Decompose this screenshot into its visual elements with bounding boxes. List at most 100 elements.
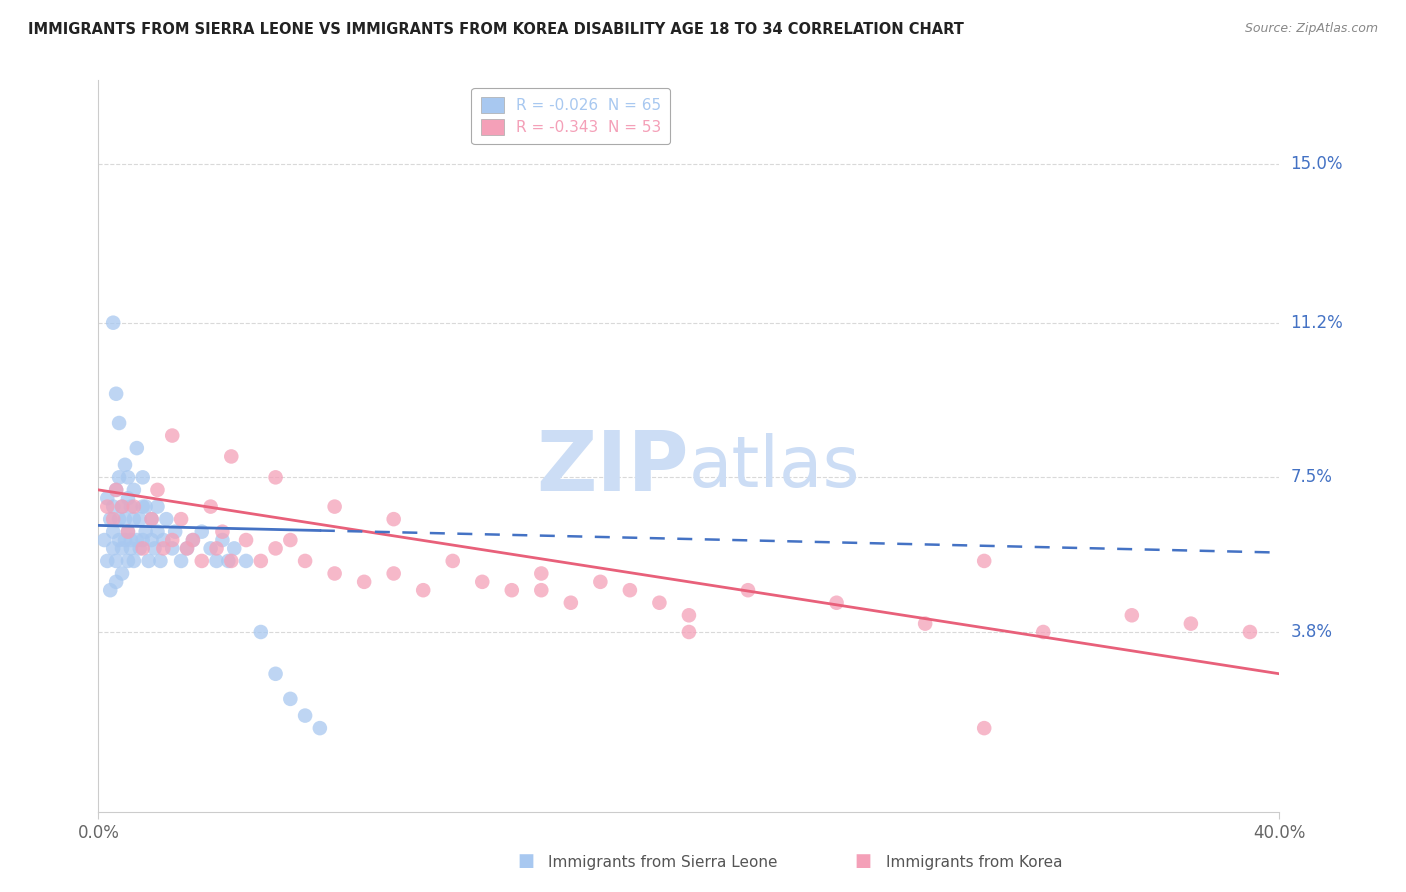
Point: [96, 554, 118, 568]
Point: [619, 583, 641, 598]
Text: IMMIGRANTS FROM SIERRA LEONE VS IMMIGRANTS FROM KOREA DISABILITY AGE 18 TO 34 CO: IMMIGRANTS FROM SIERRA LEONE VS IMMIGRAN…: [28, 22, 965, 37]
Text: atlas: atlas: [689, 434, 860, 502]
Point: [135, 500, 157, 514]
Point: [122, 554, 145, 568]
Point: [501, 583, 523, 598]
Point: [122, 512, 145, 526]
Point: [412, 583, 434, 598]
Point: [382, 566, 405, 581]
Point: [323, 566, 346, 581]
Point: [108, 512, 131, 526]
Point: [235, 554, 257, 568]
Point: [250, 625, 273, 640]
Point: [162, 428, 183, 442]
Point: [111, 500, 134, 514]
Point: [353, 574, 375, 589]
Point: [98, 512, 121, 526]
Point: [146, 524, 169, 539]
Point: [111, 500, 134, 514]
Point: [152, 541, 174, 556]
Point: [1180, 616, 1202, 631]
Point: [678, 625, 700, 640]
Point: [105, 483, 128, 497]
Point: [111, 566, 134, 581]
Point: [103, 500, 125, 514]
Point: [111, 541, 134, 556]
Point: [141, 533, 163, 547]
Text: ■: ■: [517, 852, 534, 870]
Point: [264, 470, 287, 484]
Point: [114, 512, 136, 526]
Point: [219, 450, 242, 464]
Point: [122, 500, 145, 514]
Point: [530, 566, 553, 581]
Point: [141, 512, 163, 526]
Point: [98, 583, 121, 598]
Point: [103, 316, 125, 330]
Text: ■: ■: [855, 852, 872, 870]
Point: [211, 533, 233, 547]
Point: [191, 554, 214, 568]
Point: [93, 533, 115, 547]
Point: [170, 512, 193, 526]
Point: [250, 554, 273, 568]
Point: [146, 483, 169, 497]
Point: [309, 721, 332, 735]
Point: [117, 524, 139, 539]
Point: [165, 524, 187, 539]
Point: [120, 500, 142, 514]
Point: [278, 691, 302, 706]
Legend: R = -0.026  N = 65, R = -0.343  N = 53: R = -0.026 N = 65, R = -0.343 N = 53: [471, 88, 671, 145]
Point: [382, 512, 405, 526]
Point: [117, 470, 139, 484]
Point: [143, 541, 166, 556]
Point: [181, 533, 204, 547]
Point: [108, 416, 131, 430]
Point: [973, 721, 995, 735]
Point: [138, 554, 160, 568]
Point: [114, 533, 136, 547]
Point: [205, 541, 228, 556]
Point: [1032, 625, 1054, 640]
Text: 15.0%: 15.0%: [1291, 155, 1343, 173]
Point: [278, 533, 302, 547]
Point: [219, 554, 242, 568]
Point: [211, 524, 233, 539]
Point: [125, 533, 148, 547]
Point: [132, 533, 155, 547]
Point: [560, 596, 582, 610]
Point: [825, 596, 848, 610]
Point: [914, 616, 936, 631]
Point: [105, 554, 128, 568]
Point: [152, 533, 174, 547]
Point: [162, 533, 183, 547]
Point: [132, 500, 155, 514]
Point: [264, 541, 287, 556]
Point: [737, 583, 759, 598]
Point: [1239, 625, 1261, 640]
Point: [120, 541, 142, 556]
Point: [200, 500, 222, 514]
Point: [589, 574, 612, 589]
Text: Source: ZipAtlas.com: Source: ZipAtlas.com: [1244, 22, 1378, 36]
Point: [170, 554, 193, 568]
Point: [146, 500, 169, 514]
Point: [105, 574, 128, 589]
Point: [162, 541, 183, 556]
Point: [103, 524, 125, 539]
Text: 3.8%: 3.8%: [1291, 623, 1333, 641]
Point: [294, 554, 316, 568]
Point: [235, 533, 257, 547]
Point: [122, 483, 145, 497]
Point: [191, 524, 214, 539]
Point: [117, 524, 139, 539]
Text: 11.2%: 11.2%: [1291, 314, 1343, 332]
Point: [108, 533, 131, 547]
Point: [441, 554, 464, 568]
Point: [141, 512, 163, 526]
Text: 7.5%: 7.5%: [1291, 468, 1333, 486]
Point: [105, 483, 128, 497]
Text: Immigrants from Korea: Immigrants from Korea: [886, 855, 1063, 870]
Point: [176, 541, 198, 556]
Point: [200, 541, 222, 556]
